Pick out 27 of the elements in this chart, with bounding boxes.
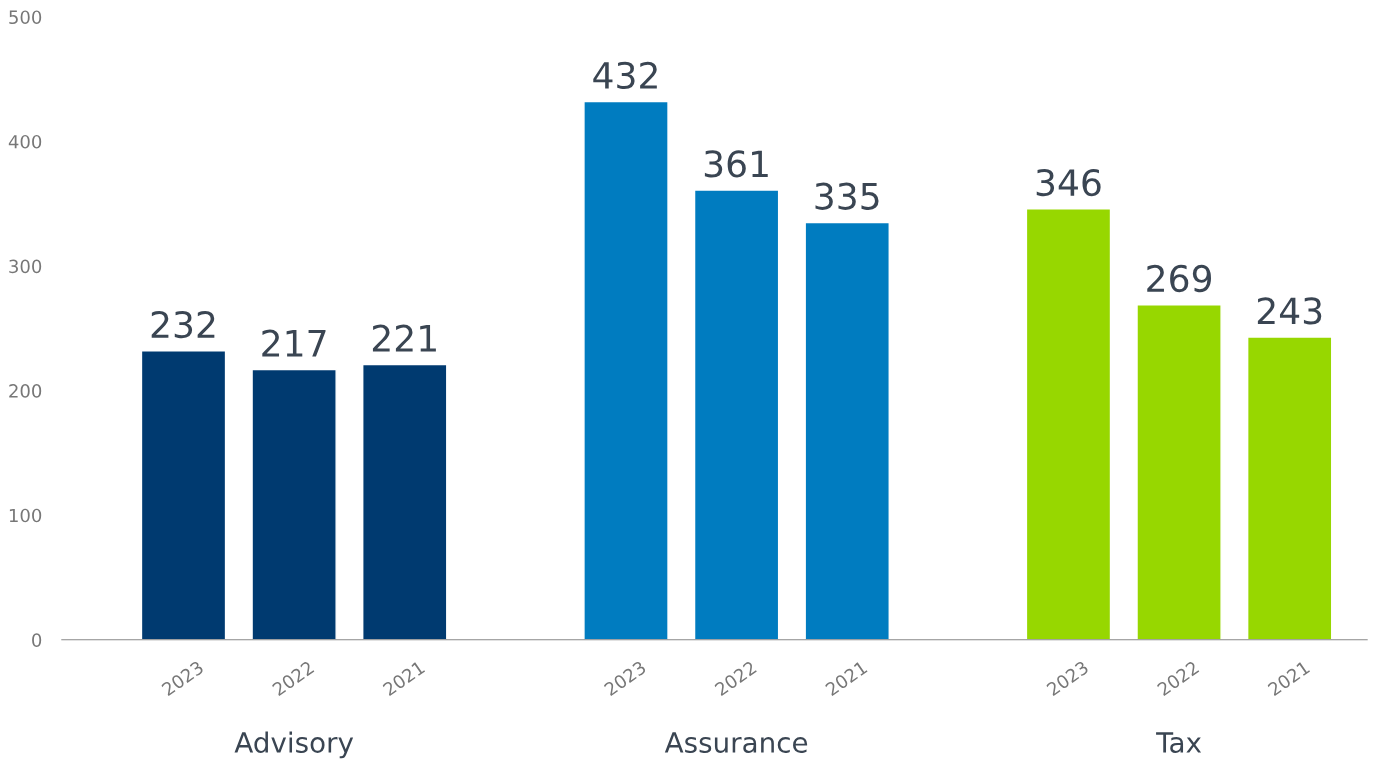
bar [1025,208,1112,640]
bar [251,368,337,640]
bar [583,100,669,640]
data-label: 432 [593,61,657,90]
text: Tax [1156,732,1202,753]
data-label: 243 [1257,297,1322,325]
y-tick-label: 500 [9,10,42,25]
bar [693,189,780,640]
data-label: 221 [372,324,436,352]
y-tick-label: 400 [8,134,42,149]
data-label: 269 [1147,264,1211,293]
data-label: 361 [704,150,768,178]
data-label: 346 [1036,168,1101,197]
bar [140,350,227,640]
data-label: 335 [815,182,879,210]
bar [1136,303,1222,640]
y-tick-label: 100 [9,508,42,523]
bar [1246,336,1333,640]
text: Advisory [234,731,354,759]
bar [804,221,890,640]
text: Assurance [664,732,808,753]
y-tick-label: 300 [9,259,42,274]
y-tick-label: 200 [9,384,42,398]
data-label: 217 [262,329,326,357]
bar [362,363,448,640]
data-label: 232 [151,310,215,339]
y-tick-label: 0 [32,633,42,647]
